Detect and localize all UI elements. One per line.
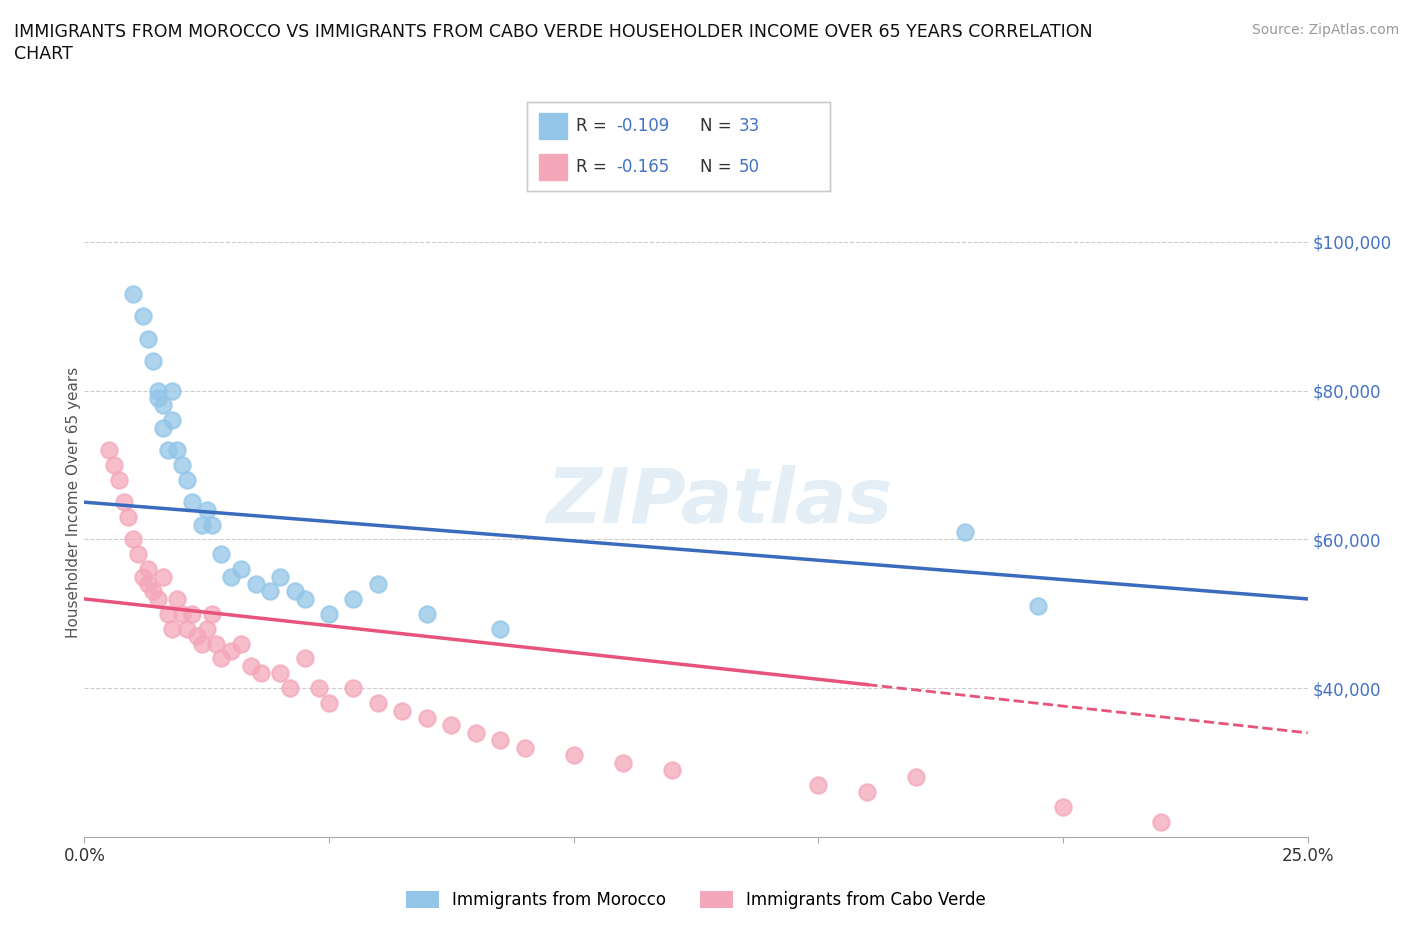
Point [195,502,218,517]
Point [294,591,316,606]
Point [612,755,634,770]
Point [152,420,174,435]
Point [191,636,214,651]
Text: R =: R = [575,158,612,176]
Text: IMMIGRANTS FROM MOROCCO VS IMMIGRANTS FROM CABO VERDE HOUSEHOLDER INCOME OVER 65: IMMIGRANTS FROM MOROCCO VS IMMIGRANTS FR… [14,23,1092,41]
Point [200,517,222,532]
Point [391,703,413,718]
Point [176,621,198,636]
Point [132,309,155,324]
Point [97,443,120,458]
Point [245,577,267,591]
Point [464,725,486,740]
Point [122,532,145,547]
Point [318,696,340,711]
Point [367,696,389,711]
Point [152,398,174,413]
Point [181,495,204,510]
Point [146,391,169,405]
Point [136,577,159,591]
Point [308,681,330,696]
Point [132,569,155,584]
Point [905,770,928,785]
Y-axis label: Householder Income Over 65 years: Householder Income Over 65 years [66,366,80,638]
Point [205,636,228,651]
Point [239,658,262,673]
Point [513,740,536,755]
Text: Source: ZipAtlas.com: Source: ZipAtlas.com [1251,23,1399,37]
Point [186,629,208,644]
Point [342,681,364,696]
Point [1052,800,1074,815]
Point [342,591,364,606]
Point [489,733,512,748]
Point [162,383,184,398]
Point [278,681,301,696]
Point [142,584,165,599]
Point [156,443,179,458]
Text: ZIPatlas: ZIPatlas [547,465,893,539]
Point [112,495,135,510]
Point [166,591,188,606]
Point [122,286,145,301]
Text: -0.109: -0.109 [616,117,669,135]
Point [229,562,252,577]
Point [294,651,316,666]
Legend: Immigrants from Morocco, Immigrants from Cabo Verde: Immigrants from Morocco, Immigrants from… [406,891,986,909]
Point [807,777,830,792]
Point [172,606,194,621]
Point [440,718,463,733]
Point [156,606,179,621]
Point [229,636,252,651]
Point [146,383,169,398]
Point [146,591,169,606]
Point [181,606,204,621]
Point [162,621,184,636]
Point [953,525,976,539]
Point [1150,815,1173,830]
Bar [540,153,567,180]
Text: 50: 50 [740,158,759,176]
Text: N =: N = [700,117,737,135]
Point [856,785,879,800]
Point [562,748,585,763]
Point [367,577,389,591]
Point [1028,599,1050,614]
Point [191,517,214,532]
Point [209,651,232,666]
Point [127,547,149,562]
Bar [540,113,567,140]
Point [318,606,340,621]
Point [489,621,512,636]
Text: 33: 33 [740,117,761,135]
Point [219,569,242,584]
Point [176,472,198,487]
Text: N =: N = [700,158,737,176]
Point [259,584,281,599]
Point [152,569,174,584]
Point [103,458,125,472]
Text: R =: R = [575,117,612,135]
Point [195,621,218,636]
Point [219,644,242,658]
Point [249,666,271,681]
Point [142,353,165,368]
Point [136,562,159,577]
Point [416,606,439,621]
Point [209,547,232,562]
Point [117,510,139,525]
Point [107,472,129,487]
Point [136,331,159,346]
Point [162,413,184,428]
Point [416,711,439,725]
Point [269,666,291,681]
Text: CHART: CHART [14,45,73,62]
Point [200,606,222,621]
Point [166,443,188,458]
Point [661,763,683,777]
Point [172,458,194,472]
Text: -0.165: -0.165 [616,158,669,176]
Point [284,584,307,599]
Point [269,569,291,584]
